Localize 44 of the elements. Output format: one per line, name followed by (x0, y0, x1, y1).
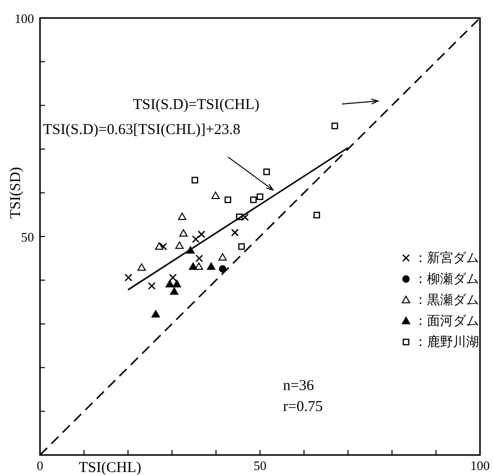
point (179, 229, 188, 237)
point (137, 263, 146, 271)
legend-label: ：新宮ダム (414, 250, 479, 266)
point (231, 228, 239, 236)
x-tick-label: 50 (254, 458, 266, 473)
point (238, 243, 245, 250)
x-tick-label: 0 (36, 458, 44, 473)
point (263, 168, 270, 176)
point (250, 196, 257, 204)
point (172, 280, 182, 288)
annotation: TSI(S.D)=TSI(CHL) (133, 97, 260, 113)
point (195, 254, 204, 262)
point (124, 274, 132, 282)
annotation: r=0.75 (283, 399, 323, 415)
annotation: n=36 (283, 378, 314, 394)
x-tick-label: 100 (470, 458, 490, 473)
point (332, 122, 338, 130)
legend-label: ：面河ダム (414, 314, 479, 329)
point (148, 282, 156, 290)
point (159, 242, 168, 250)
x-axis-title: TSI(CHL) (78, 460, 142, 475)
point (192, 235, 200, 243)
point (188, 262, 198, 270)
point (166, 280, 174, 288)
legend-label: ：黒瀬ダム (414, 293, 479, 308)
point (170, 287, 178, 295)
point (211, 192, 220, 200)
point (241, 213, 249, 222)
point (256, 193, 264, 200)
point (175, 241, 184, 249)
point (218, 253, 227, 261)
legend-label: ：鹿野川湖 (414, 335, 479, 350)
legend-label: ：柳瀬ダム (414, 272, 479, 287)
y-axis-title: TSI(SD) (8, 166, 24, 219)
point (224, 196, 232, 204)
point (192, 176, 198, 184)
point (198, 230, 206, 238)
annotation: TSI(S.D)=0.63[TSI(CHL)]+23.8 (43, 122, 240, 138)
point (206, 262, 216, 270)
point (169, 274, 177, 282)
point (313, 212, 320, 218)
point (155, 242, 164, 250)
point (152, 310, 160, 318)
point (178, 212, 186, 220)
